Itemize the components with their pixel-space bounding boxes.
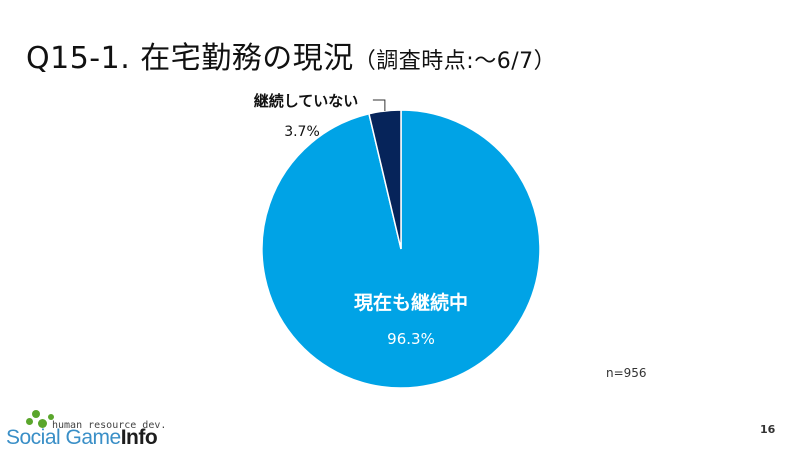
title-subtitle: （調査時点:～6/7） <box>353 49 557 74</box>
logo-brand-part1: Social Game <box>6 426 121 449</box>
slice-value-label: 3.7% <box>284 124 320 140</box>
sample-size: n=956 <box>606 366 647 380</box>
page-number: 16 <box>760 423 776 436</box>
slice-label: 現在も継続中 <box>354 291 468 314</box>
title-main: Q15-1. 在宅勤務の現況 <box>26 41 354 76</box>
logo-tagline: human resource dev. <box>52 420 167 431</box>
slide-title: Q15-1. 在宅勤務の現況（調査時点:～6/7） <box>26 33 556 77</box>
logo-brand-part2: Info <box>120 426 158 449</box>
slice-value-label: 96.3% <box>387 330 435 348</box>
logo-brand: Social GameInfo <box>6 426 158 450</box>
slice-label: 継続していない <box>254 92 359 110</box>
social-game-info-logo: human resource dev. Social GameInfo <box>4 408 174 450</box>
leader-line <box>372 99 386 111</box>
